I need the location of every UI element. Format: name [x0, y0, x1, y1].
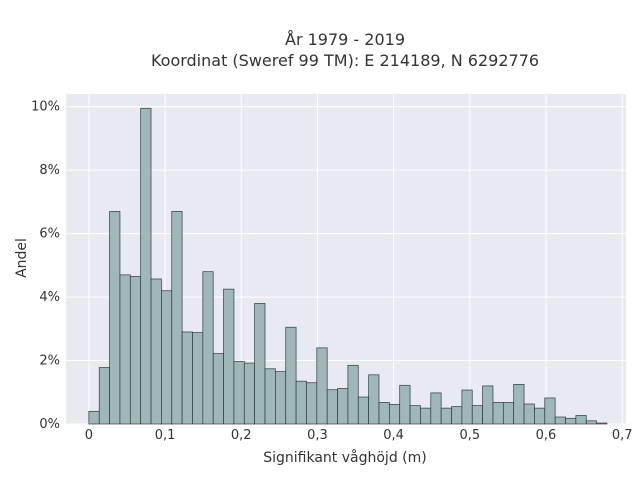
- histogram-bar-36: [461, 389, 473, 425]
- histogram-bar-9: [181, 331, 193, 425]
- chart-subtitle: Koordinat (Sweref 99 TM): E 214189, N 62…: [151, 51, 539, 70]
- histogram-bar-44: [544, 397, 556, 425]
- histogram-bar-30: [399, 384, 411, 425]
- x-axis-label: Signifikant våghöjd (m): [263, 449, 426, 466]
- histogram-bar-10: [192, 332, 204, 425]
- histogram-bar-46: [565, 417, 577, 425]
- x-tick-labels: 0 0,1 0,2 0,3 0,4 0,5 0,6 0,7: [85, 428, 633, 443]
- histogram-bar-17: [264, 368, 276, 425]
- histogram-bar-3: [119, 274, 131, 425]
- histogram-bar-24: [337, 388, 349, 425]
- x-tick-label-0: 0: [85, 428, 93, 443]
- x-tick-label-2: 0,2: [231, 428, 252, 443]
- histogram-bar-23: [326, 389, 338, 425]
- bars: [88, 107, 608, 425]
- y-tick-label-3: 6%: [39, 227, 60, 242]
- histogram-bar-15: [243, 362, 255, 425]
- x-tick-label-5: 0,5: [459, 428, 480, 443]
- x-tick-label-6: 0,6: [536, 428, 557, 443]
- histogram-bar-45: [554, 416, 566, 425]
- histogram-bar-13: [223, 288, 235, 425]
- histogram-bar-38: [482, 385, 494, 425]
- histogram-bar-33: [430, 392, 442, 425]
- histogram-bar-43: [534, 407, 546, 425]
- y-axis-label: Andel: [14, 238, 30, 278]
- histogram-bar-22: [316, 347, 328, 425]
- histogram-bar-49: [596, 422, 608, 425]
- y-tick-label-4: 8%: [39, 163, 60, 178]
- histogram-bar-29: [389, 403, 401, 425]
- histogram-bar-35: [451, 406, 463, 425]
- y-tick-label-5: 10%: [31, 100, 60, 115]
- y-tick-label-1: 2%: [39, 354, 60, 369]
- histogram-bar-8: [171, 211, 183, 425]
- histogram-bar-6: [150, 278, 162, 425]
- histogram-bar-48: [585, 420, 597, 425]
- histogram-bar-0: [88, 410, 100, 425]
- histogram-bar-27: [368, 374, 380, 425]
- histogram-bar-18: [275, 371, 287, 425]
- histogram-bar-12: [212, 353, 224, 425]
- histogram-bar-11: [202, 271, 214, 425]
- chart-title: År 1979 - 2019: [285, 30, 405, 49]
- x-tick-label-1: 0,1: [155, 428, 176, 443]
- y-tick-label-0: 0%: [39, 417, 60, 432]
- x-tick-label-7: 0,7: [612, 428, 633, 443]
- histogram-bar-4: [129, 276, 142, 425]
- histogram-bar-47: [575, 415, 587, 425]
- histogram-bar-19: [285, 326, 297, 425]
- histogram-bar-5: [140, 107, 152, 425]
- histogram-bar-37: [471, 405, 483, 425]
- histogram-bar-34: [440, 407, 452, 425]
- histogram-bar-31: [409, 405, 421, 425]
- histogram-bar-28: [378, 402, 390, 425]
- y-tick-labels: 0% 2% 4% 6% 8% 10%: [31, 100, 60, 432]
- histogram-bar-41: [513, 383, 525, 425]
- histogram-bar-2: [109, 211, 121, 425]
- y-tick-label-2: 4%: [39, 290, 60, 305]
- histogram-bar-20: [295, 380, 307, 425]
- x-tick-label-4: 0,4: [383, 428, 404, 443]
- histogram-bar-25: [347, 364, 359, 425]
- histogram-bar-39: [492, 402, 504, 425]
- histogram-bar-14: [233, 361, 245, 425]
- histogram-bar-1: [98, 367, 110, 425]
- histogram-bar-21: [306, 382, 318, 425]
- histogram-bar-26: [357, 396, 369, 425]
- histogram-bar-32: [420, 407, 432, 425]
- x-tick-label-3: 0,3: [307, 428, 328, 443]
- histogram-bar-7: [161, 290, 173, 425]
- histogram-bar-40: [502, 402, 515, 425]
- histogram-bar-16: [254, 303, 266, 425]
- histogram-bar-42: [523, 403, 535, 425]
